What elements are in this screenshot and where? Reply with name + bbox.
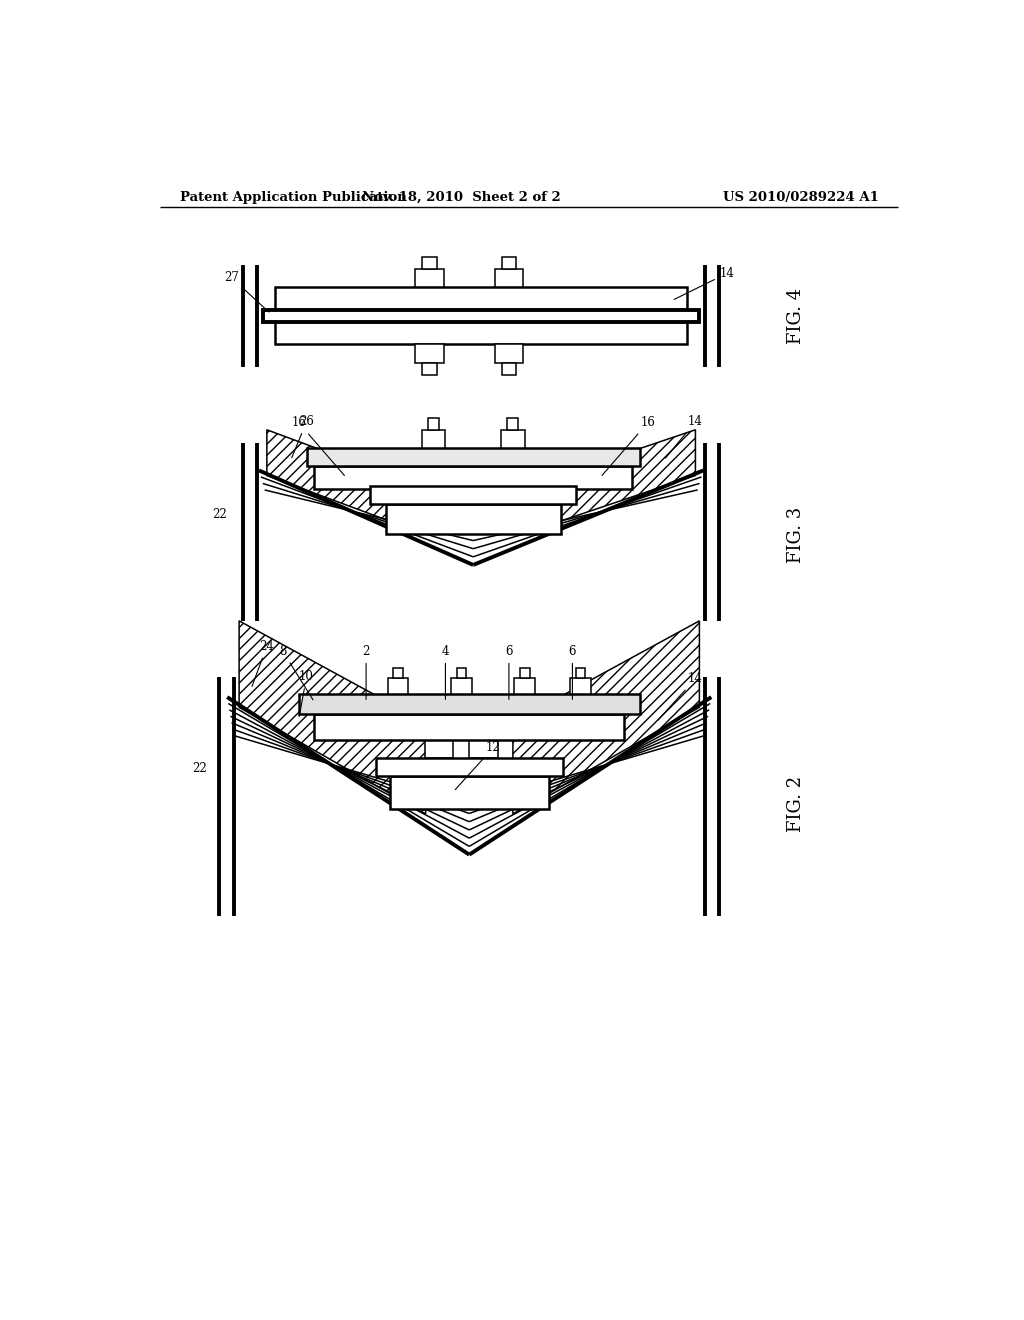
Polygon shape	[513, 620, 699, 814]
Bar	[570, 677, 591, 694]
Bar	[299, 694, 640, 714]
Bar	[502, 363, 516, 375]
Text: 26: 26	[292, 416, 314, 458]
Bar	[479, 486, 507, 504]
Text: 27: 27	[223, 271, 269, 312]
Bar	[520, 668, 529, 677]
Text: 16: 16	[291, 416, 344, 475]
Bar	[416, 345, 443, 363]
Bar	[469, 739, 498, 758]
Bar	[423, 486, 452, 504]
Polygon shape	[240, 620, 426, 814]
Bar	[451, 677, 472, 694]
Text: 14: 14	[674, 267, 734, 300]
Text: Nov. 18, 2010  Sheet 2 of 2: Nov. 18, 2010 Sheet 2 of 2	[361, 190, 561, 203]
Bar	[387, 677, 409, 694]
Text: FIG. 2: FIG. 2	[786, 776, 805, 832]
Polygon shape	[521, 430, 695, 535]
Bar	[502, 257, 516, 269]
Bar	[306, 447, 640, 466]
Text: 6: 6	[568, 645, 577, 700]
Text: 10: 10	[299, 671, 314, 717]
Polygon shape	[267, 430, 426, 535]
Bar	[575, 668, 585, 677]
Bar	[423, 257, 436, 269]
Bar	[376, 758, 563, 776]
Bar	[476, 727, 490, 739]
Text: 12: 12	[456, 742, 501, 789]
Text: 14: 14	[666, 416, 702, 458]
Bar	[495, 269, 523, 288]
Text: Patent Application Publication: Patent Application Publication	[179, 190, 407, 203]
Bar	[428, 417, 439, 430]
Bar	[263, 310, 699, 322]
Bar	[514, 677, 536, 694]
Bar	[457, 668, 466, 677]
Text: 16: 16	[602, 416, 655, 475]
Bar	[416, 269, 443, 288]
Bar	[314, 466, 632, 488]
Bar	[314, 714, 624, 739]
Bar	[495, 345, 523, 363]
Bar	[370, 486, 577, 504]
Bar	[390, 776, 549, 809]
Bar	[393, 668, 402, 677]
Bar	[386, 504, 560, 535]
Bar	[507, 417, 518, 430]
Text: 2: 2	[362, 645, 370, 700]
Bar	[423, 363, 436, 375]
Text: US 2010/0289224 A1: US 2010/0289224 A1	[723, 190, 879, 203]
Text: FIG. 4: FIG. 4	[786, 288, 805, 345]
Text: 4: 4	[441, 645, 450, 700]
Bar	[486, 474, 500, 486]
Text: 8: 8	[280, 645, 313, 700]
Bar	[501, 430, 524, 447]
Bar	[432, 727, 446, 739]
Text: 14: 14	[657, 672, 702, 721]
Text: 24: 24	[252, 640, 274, 686]
Text: 22: 22	[193, 762, 207, 775]
Text: 22: 22	[212, 508, 226, 520]
Bar	[274, 315, 687, 345]
Text: 6: 6	[505, 645, 513, 700]
Bar	[430, 474, 444, 486]
Bar	[425, 739, 454, 758]
Bar	[274, 288, 687, 315]
Text: FIG. 3: FIG. 3	[786, 507, 805, 562]
Bar	[422, 430, 445, 447]
